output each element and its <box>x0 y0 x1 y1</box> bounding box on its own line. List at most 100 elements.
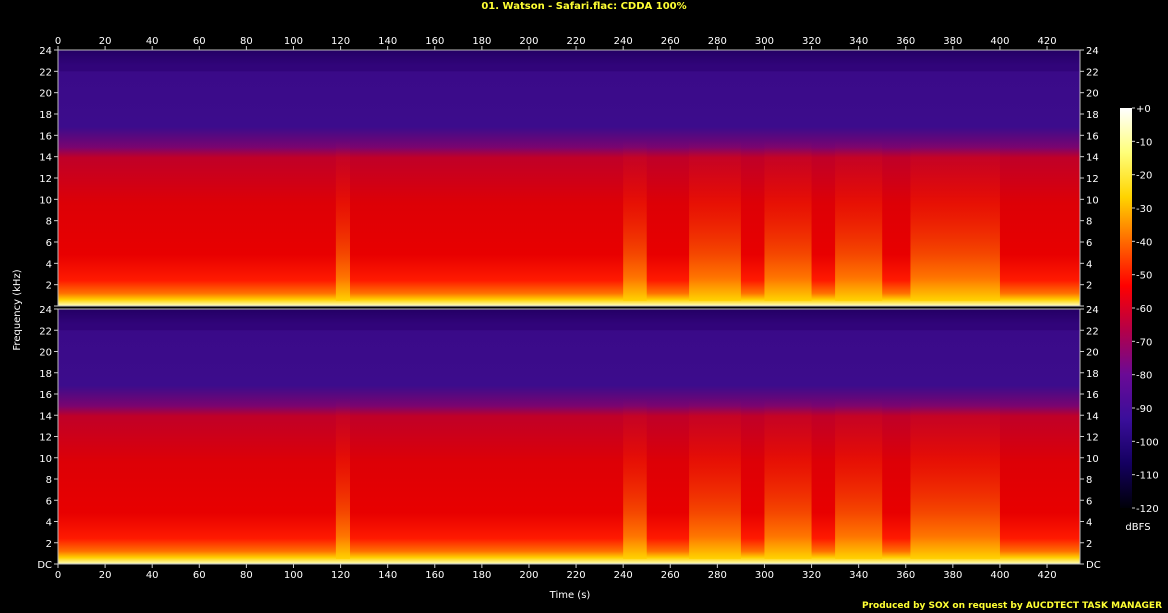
x-tick-label: 420 <box>1037 36 1056 47</box>
x-tick-label: 0 <box>55 36 61 47</box>
x-tick-label: 40 <box>146 570 159 581</box>
loud-section <box>623 398 647 559</box>
x-tick-label: 100 <box>284 36 303 47</box>
y-tick-label: 20 <box>1086 89 1099 100</box>
x-tick-label: 340 <box>849 570 868 581</box>
x-axis-label: Time (s) <box>549 590 591 601</box>
colorbar-tick-label: -80 <box>1136 371 1152 382</box>
y-tick-label: 12 <box>1086 174 1099 185</box>
x-tick-label: 280 <box>708 570 727 581</box>
y-tick-label: 8 <box>46 475 52 486</box>
x-tick-label: 60 <box>193 570 206 581</box>
y-tick-label: 4 <box>1086 518 1092 529</box>
y-tick-label: 8 <box>1086 475 1092 486</box>
loud-section <box>335 398 350 559</box>
loud-section <box>910 139 1000 301</box>
x-tick-label: 140 <box>378 570 397 581</box>
y-tick-label: DC <box>1086 560 1101 571</box>
chart-title: 01. Watson - Safari.flac: CDDA 100% <box>481 1 687 12</box>
y-tick-label: 20 <box>1086 348 1099 359</box>
x-tick-label: 360 <box>896 570 915 581</box>
y-tick-label: 14 <box>1086 411 1099 422</box>
y-tick-label: 4 <box>46 518 52 529</box>
y-tick-label: 22 <box>1086 326 1099 337</box>
y-tick-label: 6 <box>46 238 52 249</box>
y-tick-label: 10 <box>1086 195 1099 206</box>
y-tick-label: 10 <box>39 195 52 206</box>
colorbar-tick-label: -10 <box>1136 137 1152 148</box>
x-tick-label: 420 <box>1037 570 1056 581</box>
colorbar-tick-label: -30 <box>1136 204 1152 215</box>
y-tick-label: 18 <box>1086 110 1099 121</box>
colorbar-tick-label: +0 <box>1136 104 1151 115</box>
cutoff-band <box>58 309 1080 331</box>
x-tick-label: 0 <box>55 570 61 581</box>
x-tick-label: 200 <box>519 36 538 47</box>
y-tick-label: 6 <box>1086 238 1092 249</box>
x-tick-label: 340 <box>849 36 868 47</box>
colorbar-tick-label: -70 <box>1136 337 1152 348</box>
loud-section <box>623 139 647 301</box>
y-tick-label: 2 <box>46 539 52 550</box>
x-tick-label: 220 <box>567 570 586 581</box>
y-tick-label: 8 <box>46 217 52 228</box>
y-tick-label: 14 <box>39 153 52 164</box>
loud-section <box>835 139 883 301</box>
loud-section <box>764 398 812 559</box>
y-tick-label: 12 <box>1086 433 1099 444</box>
x-tick-label: 400 <box>990 36 1009 47</box>
x-tick-label: 40 <box>146 36 159 47</box>
loud-section <box>335 139 350 301</box>
colorbar-tick-label: -50 <box>1136 271 1152 282</box>
y-tick-label: 16 <box>1086 390 1099 401</box>
spectrogram-channel-1 <box>58 50 1080 306</box>
y-tick-label: 10 <box>1086 454 1099 465</box>
colorbar-tick-label: -20 <box>1136 171 1152 182</box>
x-tick-label: 220 <box>567 36 586 47</box>
colorbar-tick-label: -110 <box>1136 471 1159 482</box>
y-tick-label: 6 <box>1086 496 1092 507</box>
x-tick-label: 380 <box>943 570 962 581</box>
colorbar-label: dBFS <box>1125 522 1150 533</box>
x-tick-label: 320 <box>802 570 821 581</box>
loud-section <box>689 398 741 559</box>
y-tick-label: DC <box>37 560 52 571</box>
loud-section <box>835 398 883 559</box>
x-tick-label: 200 <box>519 570 538 581</box>
y-tick-label: 22 <box>39 67 52 78</box>
y-tick-label: 4 <box>46 259 52 270</box>
x-tick-label: 100 <box>284 570 303 581</box>
colorbar <box>1120 108 1132 508</box>
x-tick-label: 80 <box>240 570 253 581</box>
x-tick-label: 280 <box>708 36 727 47</box>
y-tick-label: 2 <box>1086 281 1092 292</box>
y-tick-label: 22 <box>1086 67 1099 78</box>
y-tick-label: 16 <box>39 390 52 401</box>
y-tick-label: 20 <box>39 348 52 359</box>
loud-section <box>689 139 741 301</box>
x-tick-label: 360 <box>896 36 915 47</box>
y-tick-label: 12 <box>39 433 52 444</box>
x-tick-label: 80 <box>240 36 253 47</box>
y-tick-label: 8 <box>1086 217 1092 228</box>
x-tick-label: 240 <box>614 570 633 581</box>
y-tick-label: 12 <box>39 174 52 185</box>
x-tick-label: 180 <box>472 36 491 47</box>
x-tick-label: 180 <box>472 570 491 581</box>
cutoff-band <box>58 50 1080 72</box>
y-tick-label: 18 <box>1086 369 1099 380</box>
colorbar-tick-label: -90 <box>1136 404 1152 415</box>
colorbar-tick-label: -60 <box>1136 304 1152 315</box>
y-tick-label: 24 <box>39 305 52 316</box>
x-tick-label: 120 <box>331 36 350 47</box>
x-tick-label: 120 <box>331 570 350 581</box>
y-tick-label: 20 <box>39 89 52 100</box>
x-tick-label: 260 <box>661 36 680 47</box>
y-tick-label: 18 <box>39 110 52 121</box>
x-tick-label: 400 <box>990 570 1009 581</box>
x-tick-label: 160 <box>425 36 444 47</box>
y-axis-label: Frequency (kHz) <box>12 269 23 350</box>
x-tick-label: 260 <box>661 570 680 581</box>
y-tick-label: 14 <box>1086 153 1099 164</box>
y-tick-label: 24 <box>1086 46 1099 57</box>
